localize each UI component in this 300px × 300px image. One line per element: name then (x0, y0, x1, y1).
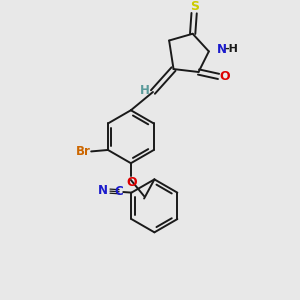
Text: C: C (115, 185, 124, 198)
Text: Br: Br (76, 145, 91, 158)
Text: O: O (126, 176, 137, 188)
Text: H: H (140, 84, 150, 97)
Text: O: O (220, 70, 230, 83)
Text: S: S (190, 0, 199, 13)
Text: N: N (98, 184, 108, 197)
Text: N: N (217, 43, 227, 56)
Text: -H: -H (225, 44, 239, 54)
